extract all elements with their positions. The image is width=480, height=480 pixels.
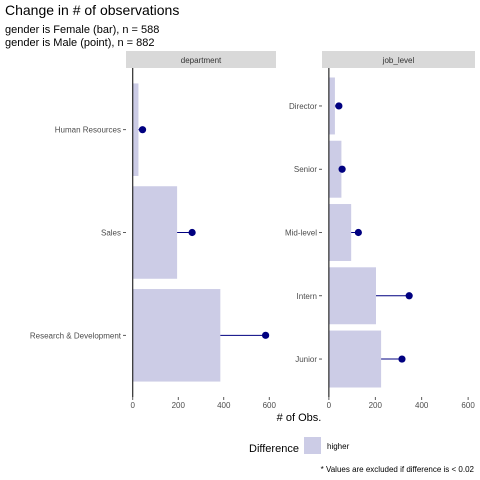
legend: Difference higher	[249, 437, 350, 455]
x-tick-label-job-level-400: 400	[415, 401, 429, 410]
bar-intern	[328, 267, 376, 325]
x-tick-label-department-600: 600	[263, 401, 277, 410]
bar-research-development	[132, 289, 221, 382]
x-tick-label-job-level-600: 600	[461, 401, 475, 410]
x-tick-label-department-400: 400	[217, 401, 231, 410]
y-tick-label-human-resources: Human Resources	[55, 126, 121, 135]
point-mid-level	[354, 228, 362, 237]
bar-senior	[328, 140, 342, 198]
chart-title: Change in # of observations	[5, 2, 179, 18]
x-tick-label-department-200: 200	[172, 401, 186, 410]
bar-director	[328, 77, 335, 135]
panel-department: department Human Resources Sales Research &…	[30, 51, 277, 410]
legend-key-higher	[304, 437, 321, 454]
y-tick-label-intern: Intern	[297, 292, 317, 301]
y-tick-label-senior: Senior	[294, 165, 317, 174]
strip-department	[126, 51, 276, 68]
x-axis-title: # of Obs.	[277, 412, 322, 424]
point-sales	[188, 228, 196, 237]
y-tick-label-junior: Junior	[295, 355, 317, 364]
strip-job-level	[322, 51, 475, 68]
chart-subtitle-male: gender is Male (point), n = 882	[5, 37, 155, 49]
point-senior	[338, 165, 346, 173]
x-tick-label-department-0: 0	[131, 401, 136, 410]
y-tick-label-mid-level: Mid-level	[285, 229, 317, 238]
strip-label-department: department	[181, 56, 222, 65]
bar-mid-level	[328, 204, 352, 261]
bar-human-resources	[132, 83, 139, 176]
panel-job-level: job_level Director Senior Mid-level Intern Ju…	[285, 51, 475, 410]
point-research-development	[262, 331, 270, 339]
strip-label-job-level: job_level	[382, 56, 415, 65]
x-tick-label-job-level-0: 0	[327, 401, 332, 410]
point-director	[335, 102, 343, 110]
panels: department Human Resources Sales Research &…	[30, 51, 475, 410]
bar-junior	[328, 330, 382, 388]
legend-title: Difference	[249, 443, 299, 455]
x-tick-label-job-level-200: 200	[369, 401, 383, 410]
y-tick-label-sales: Sales	[101, 229, 121, 238]
y-tick-label-director: Director	[289, 102, 317, 111]
point-human-resources	[138, 126, 147, 134]
y-tick-label-research-development: Research & Development	[30, 331, 122, 340]
legend-label-higher: higher	[327, 442, 350, 451]
bar-sales	[132, 186, 178, 279]
point-junior	[398, 355, 406, 363]
point-intern	[405, 292, 413, 300]
chart-subtitle-female: gender is Female (bar), n = 588	[5, 24, 159, 36]
caption: * Values are excluded if difference is <…	[321, 465, 475, 474]
